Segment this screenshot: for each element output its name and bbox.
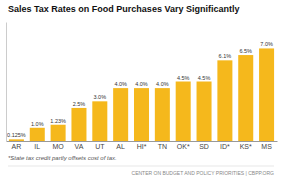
data-label: 6.1%	[219, 53, 232, 59]
x-tick-label: SD	[199, 143, 209, 150]
x-tick: AR	[12, 141, 22, 150]
x-tick: VA	[75, 141, 84, 150]
y-axis	[6, 23, 7, 142]
x-tick: KS*	[240, 141, 252, 150]
x-tick-label: AR	[12, 143, 22, 150]
x-tick-label: TN	[158, 143, 167, 150]
data-label: 4.5%	[198, 75, 211, 81]
x-tick-label: KS*	[240, 143, 252, 150]
bar	[9, 139, 24, 141]
footer-rule	[8, 166, 274, 167]
x-tick: TN	[158, 141, 167, 150]
bar	[155, 88, 170, 141]
bar	[217, 60, 232, 141]
x-tick: SD	[199, 141, 209, 150]
bar	[197, 82, 212, 142]
x-axis-line	[7, 141, 278, 142]
x-tick: UT	[95, 141, 105, 150]
data-label: 1.0%	[31, 121, 44, 127]
bar	[71, 108, 86, 141]
data-labels: 0.125% 1.0% 1.23% 2.5% 3.0% 4.0% 4.0% 4.0% 4.5% 4…	[7, 41, 273, 138]
x-tick-label: MO	[52, 143, 64, 150]
bar	[176, 82, 191, 142]
bar	[92, 101, 107, 141]
bar	[51, 125, 66, 141]
bar	[238, 55, 253, 141]
data-label: 4.0%	[156, 81, 169, 87]
data-label: 4.0%	[114, 81, 127, 87]
x-tick-label: VA	[75, 143, 84, 150]
x-tick-label: OK*	[177, 143, 190, 150]
data-label: 2.5%	[73, 101, 86, 107]
x-tick-label: AL	[116, 143, 125, 150]
bar	[30, 128, 45, 141]
data-label: 7.0%	[260, 41, 273, 47]
footer: CENTER ON BUDGET AND POLICY PRIORITIES |…	[132, 170, 275, 176]
x-tick: HI*	[137, 141, 147, 150]
footnote: *State tax credit partly offsets cost of…	[8, 155, 117, 161]
x-tick: AL	[116, 141, 125, 150]
x-tick: OK*	[177, 141, 190, 150]
x-tick-label: HI*	[137, 143, 147, 150]
data-label: 4.5%	[177, 75, 190, 81]
y-axis-line	[6, 23, 7, 142]
x-tick: ID*	[220, 141, 230, 150]
plot: 0.125% 1.0% 1.23% 2.5% 3.0% 4.0% 4.0% 4.0% 4.5% 4…	[7, 23, 278, 150]
x-tick: MO	[52, 141, 64, 150]
x-tick: IL	[34, 141, 40, 150]
data-label: 1.23%	[50, 118, 66, 124]
data-label: 4.0%	[135, 81, 148, 87]
chart: Sales Tax Rates on Food Purchases Vary S…	[0, 0, 282, 179]
bar	[259, 48, 274, 141]
x-tick-label: ID*	[220, 143, 230, 150]
bars	[9, 48, 274, 141]
data-label: 6.5%	[239, 48, 252, 54]
title: Sales Tax Rates on Food Purchases Vary S…	[8, 4, 239, 14]
x-tick-label: MS	[261, 143, 272, 150]
x-tick-label: IL	[34, 143, 40, 150]
x-tick: MS	[261, 141, 272, 150]
x-axis: AR IL MO VA UT AL HI* TN OK* SD ID* KS* MS	[7, 141, 278, 150]
bar	[134, 88, 149, 141]
data-label: 3.0%	[94, 94, 107, 100]
x-tick-label: UT	[95, 143, 105, 150]
bar	[113, 88, 128, 141]
data-label: 0.125%	[7, 132, 26, 138]
